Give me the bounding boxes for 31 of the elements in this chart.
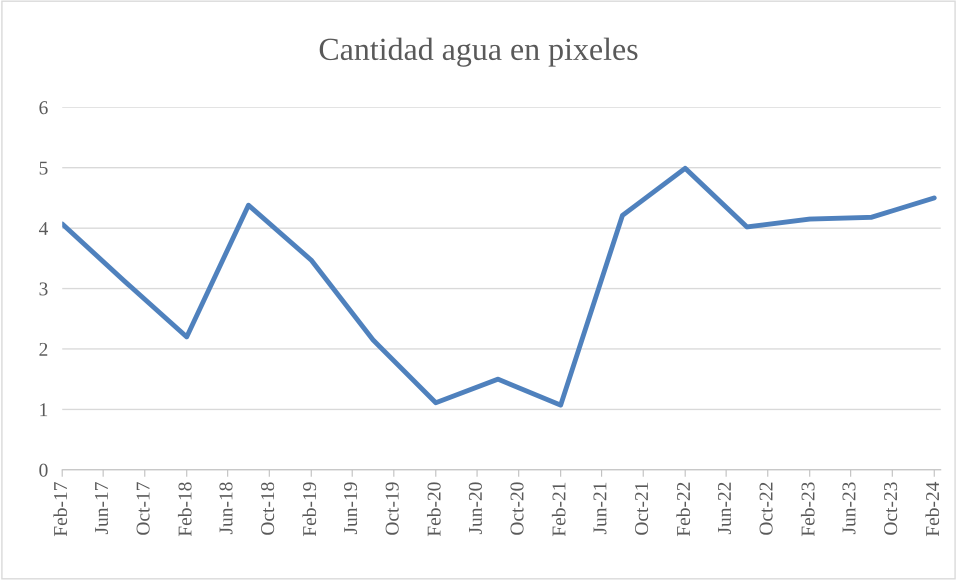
x-tick-label: Jun-22	[718, 482, 731, 534]
x-tick-label: Oct-17	[136, 482, 150, 535]
x-tick-label: Oct-18	[261, 482, 274, 535]
y-tick-label: 3	[40, 282, 48, 296]
x-tick-label: Oct-20	[510, 482, 524, 535]
x-tick-label: Jun-17	[94, 482, 108, 534]
line-series	[62, 166, 937, 408]
x-tick-label: Jun-18	[219, 482, 233, 534]
x-tick-label: Oct-21	[635, 482, 648, 535]
chart-title: Cantidad agua en pixeles	[320, 38, 638, 67]
x-tick-label: Feb-17	[53, 482, 68, 536]
x-tick-label: Feb-20	[426, 482, 441, 536]
x-tick-label: Feb-23	[800, 482, 815, 536]
x-tick-label: Feb-19	[302, 482, 316, 536]
y-tick-label: 6	[39, 101, 48, 114]
y-tick-label: 2	[39, 342, 48, 356]
y-tick-label: 4	[38, 222, 48, 235]
y-tick-label: 5	[40, 162, 48, 175]
x-tick-label: Oct-19	[386, 482, 399, 535]
x-tick-label: Oct-22	[760, 482, 773, 535]
x-tick-label: Oct-23	[884, 482, 898, 535]
x-tick-label: Jun-21	[593, 482, 606, 534]
x-tick-label: Feb-21	[552, 482, 566, 536]
x-tick-label: Jun-20	[468, 482, 482, 534]
x-tick-label: Feb-18	[178, 482, 192, 536]
x-tick-label: Jun-19	[344, 482, 358, 534]
x-tick-label: Jun-23	[842, 482, 856, 534]
x-tick-label: Feb-24	[925, 482, 940, 536]
x-tick-label: Feb-22	[676, 482, 690, 536]
y-tick-label: 1	[40, 403, 48, 416]
y-tick-label: 0	[39, 464, 48, 477]
